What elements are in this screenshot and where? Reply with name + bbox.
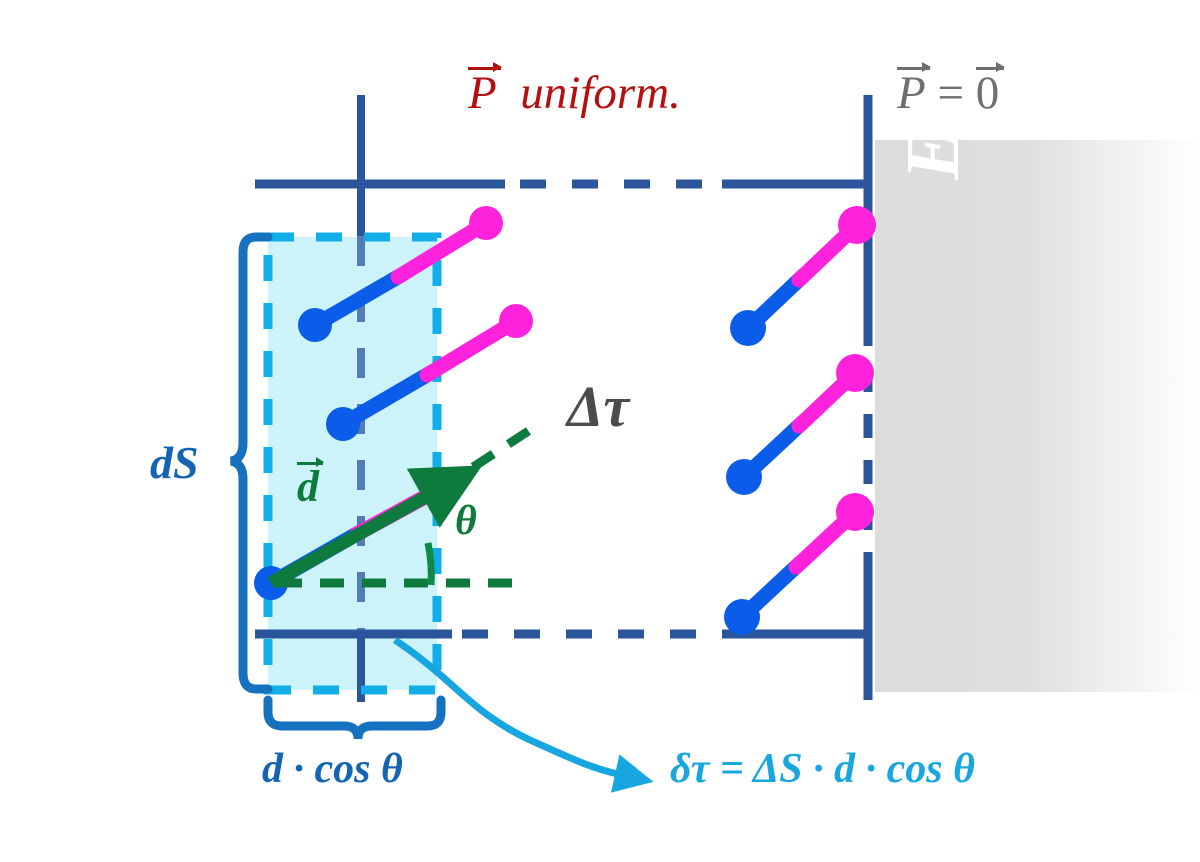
p-vector-glyph: P <box>468 61 503 119</box>
dipole-negative-charge <box>726 459 762 495</box>
dipole-right-3 <box>724 493 874 635</box>
vector-arrow-overbar <box>975 61 1006 72</box>
dipole-left-1 <box>298 206 503 342</box>
displacement-vector-arrow <box>267 465 483 589</box>
dipole-positive-charge <box>836 493 874 531</box>
p-symbol: P <box>897 67 926 119</box>
surface-element-label: dS <box>150 437 199 488</box>
dipole-negative-charge <box>730 310 766 346</box>
p-symbol: P <box>468 67 497 119</box>
zero-symbol: 0 <box>975 67 1000 119</box>
dipole-positive-charge <box>836 354 874 392</box>
dipole-left-2 <box>326 304 533 441</box>
exterior-region <box>875 140 1200 692</box>
vector-arrow-overbar <box>468 61 503 72</box>
dipole-negative-charge <box>326 407 360 441</box>
dipole-positive-charge <box>469 206 503 240</box>
dipole-right-1 <box>730 206 876 346</box>
volume-element-label: Δτ <box>567 374 630 439</box>
brace-ds <box>229 232 273 694</box>
dipole-right-2 <box>726 354 874 495</box>
dipole-negative-charge <box>724 599 760 635</box>
base-length-label: d · cos θ <box>262 746 403 792</box>
equals-symbol: = <box>937 67 964 119</box>
angle-arc <box>424 542 435 586</box>
brace-dcos <box>263 695 446 740</box>
slab-fill <box>268 237 437 690</box>
d-symbol: d <box>297 462 319 511</box>
displacement-vector-label: d <box>297 457 325 511</box>
polarization-zero-label: P = 0 <box>897 61 1006 119</box>
callout-arrow <box>393 637 654 793</box>
reference-ray-dashed <box>435 426 533 494</box>
vector-arrow-overbar <box>897 61 932 72</box>
polarization-uniform-label: P uniform. <box>468 61 681 119</box>
vector-arrow-overbar <box>297 457 325 468</box>
dipole-negative-charge <box>298 308 332 342</box>
volume-formula-label: δτ = ΔS · d · cos θ <box>670 746 975 792</box>
dipole-positive-charge <box>499 304 533 338</box>
d-vector-glyph: d <box>297 457 325 511</box>
uniform-word: uniform. <box>520 67 681 119</box>
p-vector-glyph: P <box>897 61 932 119</box>
dipole-positive-charge <box>838 206 876 244</box>
slab-outline <box>263 232 442 695</box>
angle-label: θ <box>455 498 477 544</box>
zero-vector-glyph: 0 <box>975 61 1006 119</box>
